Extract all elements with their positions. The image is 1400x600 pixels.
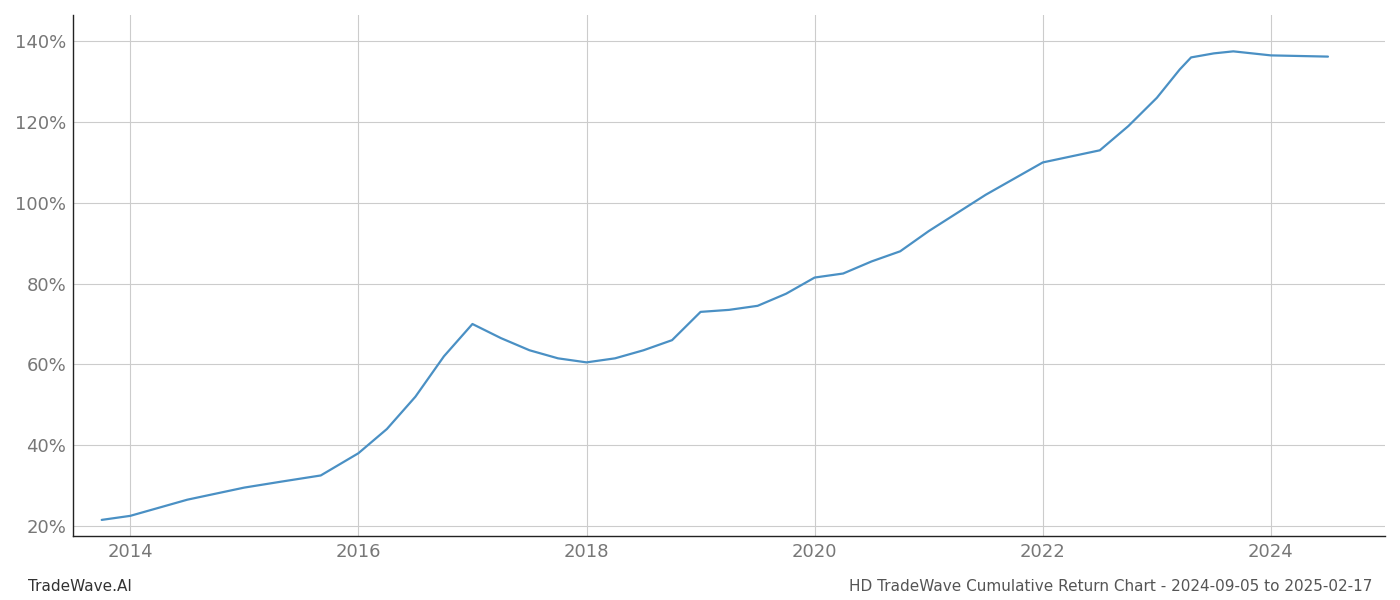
- Text: TradeWave.AI: TradeWave.AI: [28, 579, 132, 594]
- Text: HD TradeWave Cumulative Return Chart - 2024-09-05 to 2025-02-17: HD TradeWave Cumulative Return Chart - 2…: [848, 579, 1372, 594]
